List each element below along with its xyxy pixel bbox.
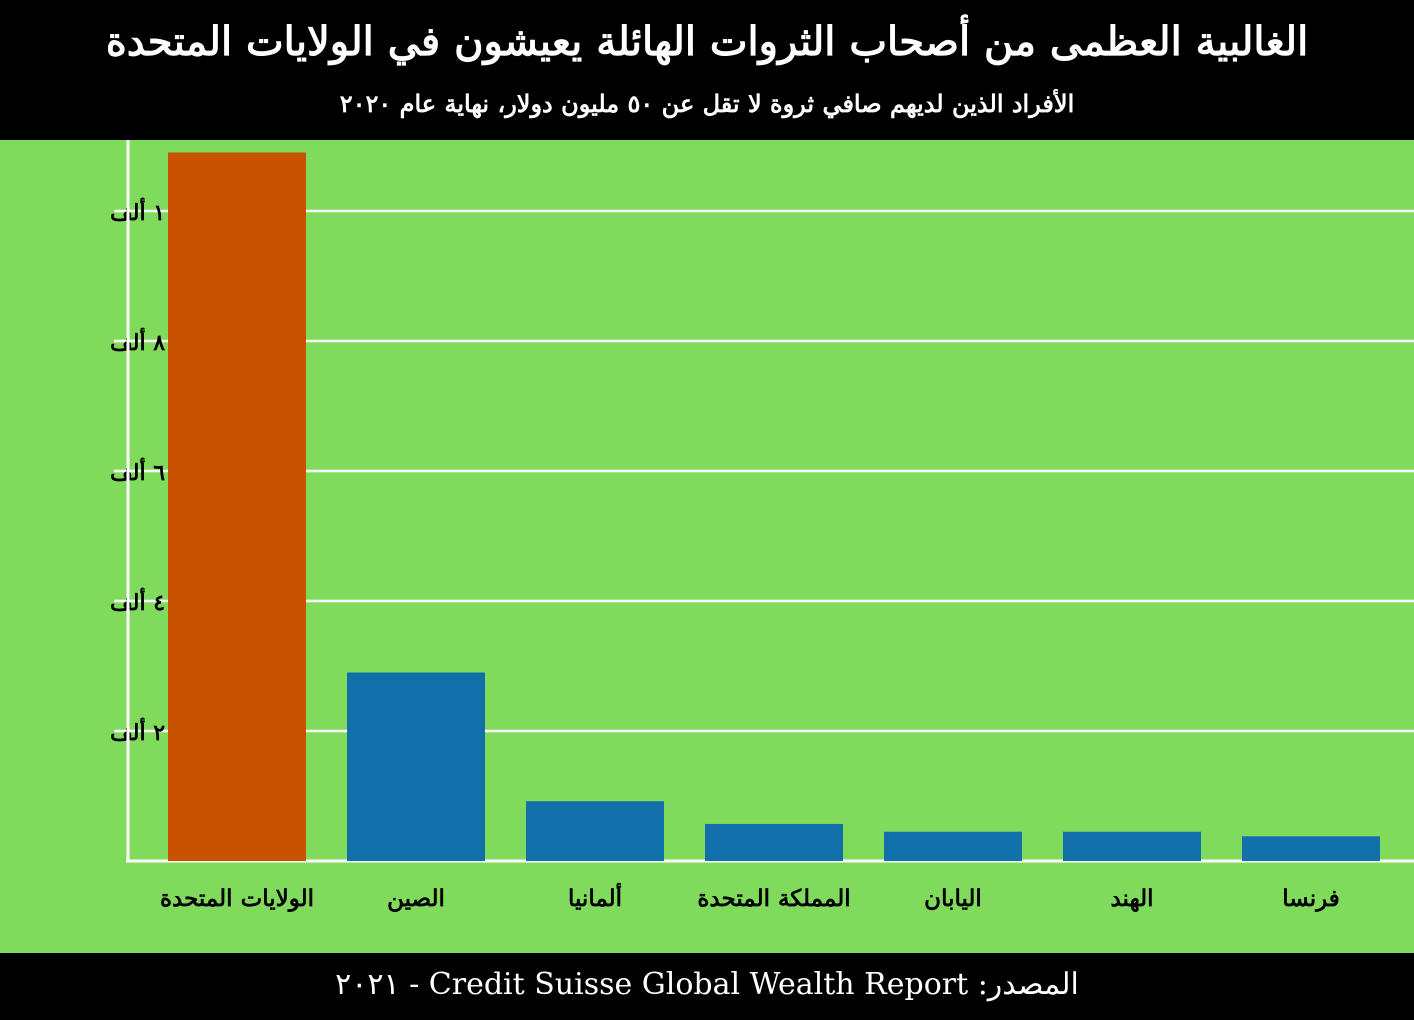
x-category-label: الصين — [387, 885, 445, 913]
x-category-label: الهند — [1110, 885, 1153, 913]
chart-title: الغالبية العظمى من أصحاب الثروات الهائلة… — [105, 18, 1309, 65]
x-category-label: ألمانيا — [568, 882, 622, 912]
chart-header: الغالبية العظمى من أصحاب الثروات الهائلة… — [0, 0, 1414, 140]
y-tick-label: ٨٠ ألف — [110, 327, 177, 356]
x-category-label: المملكة المتحدة — [697, 885, 850, 912]
x-category-label: الولايات المتحدة — [160, 885, 314, 913]
chart-footer: المصدر: Credit Suisse Global Wealth Repo… — [0, 953, 1414, 1020]
x-category-label: فرنسا — [1282, 885, 1340, 913]
bar — [1242, 836, 1380, 861]
x-category-label: اليابان — [924, 885, 982, 912]
bar — [526, 801, 664, 861]
chart-subtitle: الأفراد الذين لديهم صافي ثروة لا تقل عن … — [339, 89, 1075, 118]
bar — [1063, 831, 1201, 861]
source-note: المصدر: Credit Suisse Global Wealth Repo… — [335, 967, 1079, 1002]
y-tick-label: ٤٠ ألف — [110, 587, 177, 616]
y-tick-label: ٦٠ ألف — [110, 457, 177, 486]
y-tick-label: ٢٠ ألف — [110, 717, 177, 746]
bar — [884, 831, 1022, 861]
bar — [347, 672, 485, 861]
bar — [168, 152, 306, 861]
bar — [705, 823, 843, 861]
